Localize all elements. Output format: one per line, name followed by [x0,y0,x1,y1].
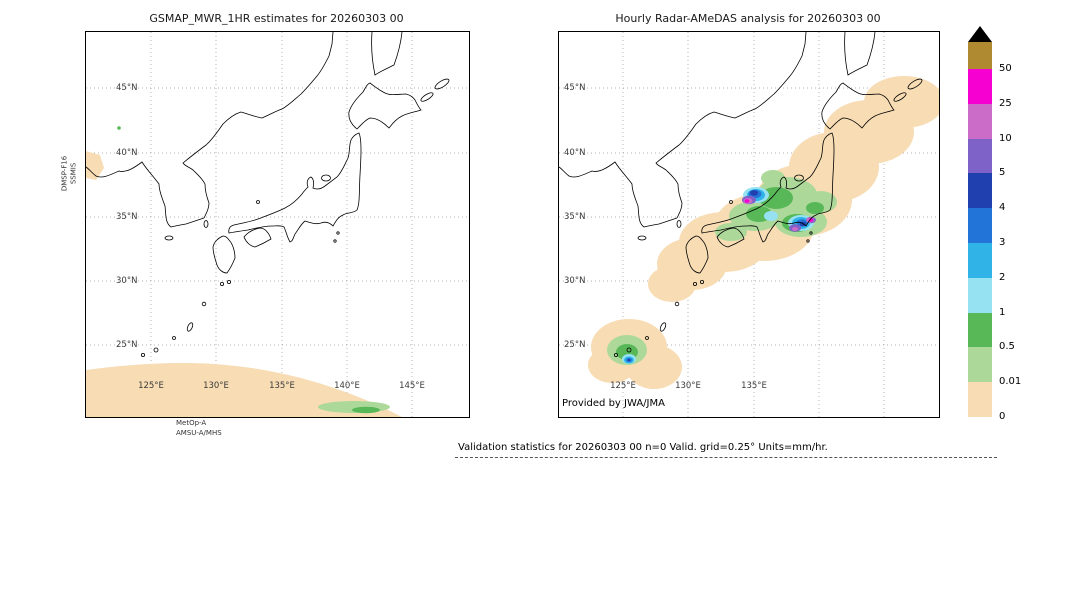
lat-tick-label: 25°N [116,340,138,350]
colorbar-band [968,103,992,139]
colorbar-band [968,138,992,174]
colorbar [968,42,992,417]
lat-tick-label: 45°N [564,83,586,93]
swath-source-label-line2: AMSU-A/MHS [176,428,222,437]
precipitation-layer [86,126,402,417]
radar-credit-label: Provided by JWA/JMA [562,398,665,409]
separator-dashed-line [455,457,997,458]
coastline-layer [86,32,450,357]
colorbar-band [968,242,992,278]
right-panel-title: Hourly Radar-AMeDAS analysis for 2026030… [615,12,881,25]
right-map-panel: 45°N 40°N 35°N 30°N 25°N 125°E 130°E 135… [558,31,940,418]
left-map-panel: 45°N 40°N 35°N 30°N 25°N 125°E 130°E 135… [85,31,470,418]
lat-tick-label: 30°N [116,276,138,286]
lat-tick-label: 35°N [564,212,586,222]
lon-tick-label: 135°E [741,381,767,391]
colorbar-tick-label: 1 [999,307,1006,318]
lat-tick-label: 30°N [564,276,586,286]
colorbar-tick-label: 5 [999,167,1006,178]
lon-tick-label: 135°E [269,381,295,391]
lat-tick-label: 40°N [564,148,586,158]
sensor-side-label: DMSP-F16 SSMIS [61,136,80,210]
colorbar-tick-label: 2 [999,272,1006,283]
colorbar-band [968,173,992,209]
lat-tick-label: 25°N [564,340,586,350]
colorbar-band [968,312,992,348]
lat-tick-label: 35°N [116,212,138,222]
lon-tick-label: 125°E [138,381,164,391]
colorbar-tick-label: 0.01 [999,376,1022,387]
lon-tick-label: 125°E [610,381,636,391]
colorbar-tick-label: 3 [999,237,1006,248]
lon-tick-label: 130°E [203,381,229,391]
lon-tick-label: 130°E [675,381,701,391]
sensor-side-label-line1: DMSP-F16 [60,155,69,192]
colorbar-band [968,208,992,243]
colorbar-tick-label: 4 [999,202,1006,213]
left-map-svg [86,32,469,417]
left-panel-title: GSMAP_MWR_1HR estimates for 20260303 00 [149,12,404,25]
coastline-layer [559,32,923,357]
right-map-svg [559,32,939,417]
colorbar-band [968,69,992,104]
colorbar-tick-label: 10 [999,133,1012,144]
colorbar-tick-label: 50 [999,63,1012,74]
swath-source-label: MetOp-A AMSU-A/MHS [176,419,222,439]
colorbar-tick-label: 25 [999,98,1012,109]
colorbar-band [968,42,992,69]
colorbar-band [968,277,992,313]
lon-tick-label: 145°E [399,381,425,391]
validation-caption: Validation statistics for 20260303 00 n=… [458,442,828,453]
swath-source-label-line1: MetOp-A [176,419,207,427]
colorbar-overflow-arrow-icon [968,26,992,42]
lon-tick-label: 140°E [334,381,360,391]
lat-tick-label: 40°N [116,148,138,158]
gridline-layer [86,32,469,417]
colorbar-tick-label: 0.5 [999,341,1015,352]
colorbar-tick-label: 0 [999,411,1006,422]
colorbar-band [968,347,992,383]
precipitation-layer [588,76,939,389]
colorbar-band [968,382,992,417]
sensor-side-label-line2: SSMIS [70,162,78,185]
lat-tick-label: 45°N [116,83,138,93]
